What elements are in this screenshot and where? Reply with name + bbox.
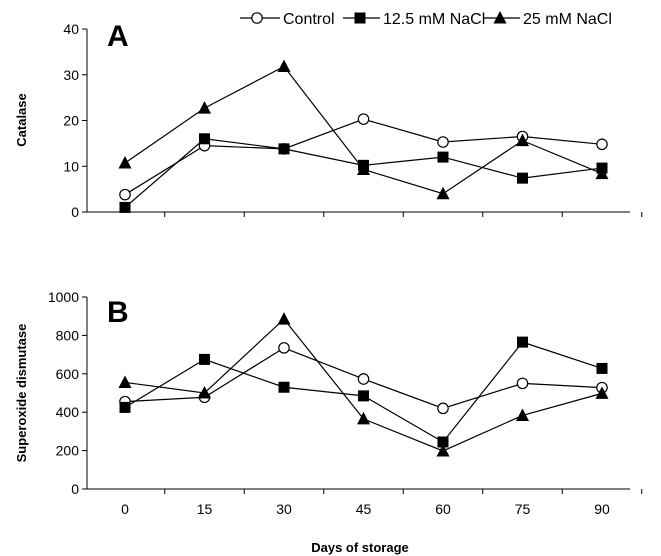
series-line: [124, 318, 603, 452]
data-point: [357, 162, 370, 175]
x-tick-label: 60: [435, 501, 451, 517]
data-point: [357, 113, 370, 125]
series-line: [124, 118, 603, 196]
x-tick-label: 0: [121, 501, 129, 517]
panel-a: 0 10 20 30 40 Catalase A: [14, 20, 643, 220]
data-point: [437, 436, 449, 448]
data-point: [595, 166, 609, 180]
series-25-mm-nacl: [118, 312, 609, 457]
data-point: [437, 151, 449, 163]
legend-item-control: Control: [240, 11, 335, 28]
x-tick-label: 45: [356, 501, 372, 517]
data-point: [357, 411, 370, 425]
legend-item-25-mm-nacl: 25 mM NaCl: [483, 11, 612, 28]
x-tick-label: 30: [276, 501, 292, 517]
data-point: [278, 342, 290, 354]
x-tick-label: 15: [197, 501, 213, 517]
data-point: [517, 336, 528, 348]
data-point: [596, 138, 608, 151]
y-tick-label: 10: [63, 158, 79, 174]
data-point: [277, 59, 291, 73]
data-point: [358, 390, 369, 402]
y-tick-label: 20: [63, 113, 79, 129]
data-point: [437, 402, 449, 415]
y-tick-label: 400: [56, 404, 80, 420]
data-point: [278, 143, 290, 155]
x-axis-title: Days of storage: [311, 540, 409, 555]
data-point: [199, 353, 210, 365]
data-point: [119, 188, 131, 201]
data-point: [277, 312, 291, 325]
series-control: [119, 342, 608, 415]
legend-label: Control: [283, 11, 335, 28]
data-point: [436, 443, 450, 457]
y-axis-title: Catalase: [14, 93, 29, 146]
y-tick-label: 0: [71, 204, 79, 220]
y-tick-label: 0: [71, 481, 79, 497]
data-point: [199, 133, 210, 145]
legend-marker: [251, 12, 263, 24]
x-tick-label: 90: [594, 501, 610, 517]
data-point: [436, 186, 450, 200]
data-point: [516, 377, 529, 390]
data-point: [357, 373, 370, 385]
x-tick-label: 75: [515, 501, 531, 517]
y-tick-label: 40: [63, 21, 79, 37]
panel-letter: A: [107, 20, 129, 53]
legend-item-12-5-mm-nacl: 12.5 mM NaCl: [343, 11, 485, 28]
legend: Control 12.5 mM NaCl 25 mM NaCl: [240, 11, 612, 28]
data-point: [595, 386, 609, 399]
series-25-mm-nacl: [118, 59, 609, 200]
data-point: [119, 201, 131, 213]
data-point: [516, 408, 529, 421]
legend-label: 12.5 mM NaCl: [383, 11, 485, 28]
data-point: [517, 172, 528, 184]
data-point: [516, 133, 529, 147]
data-point: [437, 136, 449, 148]
legend-marker: [493, 11, 507, 24]
y-tick-label: 30: [63, 67, 79, 83]
y-tick-label: 1000: [48, 289, 79, 305]
data-point: [118, 156, 132, 169]
y-tick-label: 800: [56, 327, 80, 343]
series-control: [119, 113, 608, 201]
legend-marker: [354, 12, 366, 24]
y-axis-title: Superoxide dismutase: [14, 324, 29, 463]
panel-b: 0 200 400 600 800 1000 0 15 30 45 60 75 90 Days of st…: [14, 289, 643, 555]
data-point: [596, 362, 608, 374]
data-point: [118, 375, 132, 388]
panel-letter: B: [107, 296, 129, 329]
data-point: [198, 386, 211, 399]
series-12-5-mm-nacl: [119, 336, 608, 448]
data-point: [198, 101, 211, 114]
legend-label: 25 mM NaCl: [523, 11, 612, 28]
y-tick-label: 600: [56, 366, 80, 382]
data-point: [119, 401, 131, 413]
data-point: [278, 381, 290, 393]
y-tick-label: 200: [56, 443, 80, 459]
